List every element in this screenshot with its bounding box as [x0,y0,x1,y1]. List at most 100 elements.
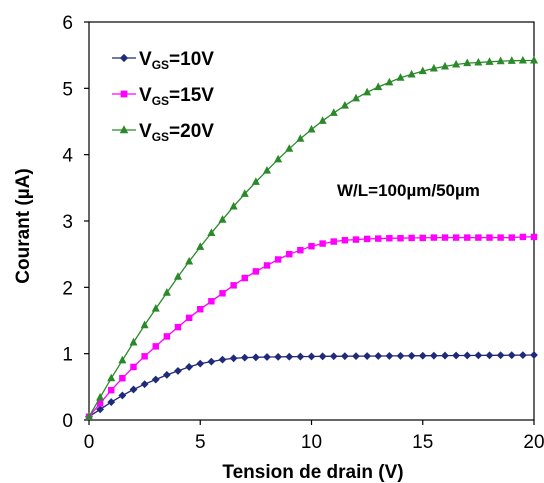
data-point [219,290,226,297]
data-point [129,385,138,394]
y-tick-label: 6 [62,13,73,34]
data-point [208,298,215,305]
series-1 [85,351,538,421]
data-point [240,353,249,362]
data-point [363,352,372,360]
data-point [452,234,460,241]
legend-label: VGS=10V [139,49,214,72]
data-point [330,238,337,245]
data-point [397,235,404,242]
legend-label: VGS=15V [139,85,214,108]
data-point [508,234,515,241]
data-point [274,352,283,361]
data-point [441,351,449,360]
series-line [88,236,534,418]
data-point [263,353,271,361]
data-point [385,77,394,86]
data-point [429,351,438,360]
data-point [351,93,361,102]
data-point [507,56,516,64]
data-point [496,56,505,65]
data-point [108,386,115,394]
data-point [375,235,382,242]
legend-entry-2: VGS=15V [112,85,214,108]
data-point [229,201,238,210]
data-point [218,355,227,364]
data-point [318,116,327,124]
data-point [118,355,127,364]
data-point [230,282,237,289]
data-point [507,351,516,360]
series-2 [85,233,538,420]
data-point [241,274,248,282]
data-point [386,235,393,242]
data-point [140,320,149,329]
data-point [251,353,260,362]
legend-entry-1: VGS=10V [112,49,214,72]
data-point [430,234,438,241]
data-point [263,262,271,269]
y-tick-label: 0 [62,411,73,432]
data-point [463,351,472,360]
legend: VGS=10V VGS=15V VGS=20V [112,49,214,144]
data-point [151,303,160,312]
data-point [285,144,294,152]
data-point [497,234,504,241]
data-point [419,234,426,242]
data-point [363,235,371,243]
data-point [385,352,394,360]
data-point [129,337,138,346]
y-tick-label: 3 [62,212,73,233]
data-point [452,351,461,360]
data-point [296,352,305,361]
data-point [151,375,160,384]
data-point [463,58,472,67]
y-tick-label: 1 [62,345,73,366]
x-tick-label: 5 [195,432,206,453]
data-point [363,87,372,96]
data-point [418,66,427,75]
data-point [530,233,538,241]
x-tick-label: 0 [84,432,95,453]
data-point [207,357,216,366]
data-point [286,250,293,258]
data-point [163,333,171,340]
data-point [140,380,149,389]
data-point [118,391,127,400]
data-point [408,234,415,242]
data-point [240,189,249,197]
data-point [130,363,137,371]
data-point [274,256,282,263]
data-point [329,352,338,361]
y-tick-label: 2 [62,278,73,299]
data-point [485,351,494,360]
data-point [486,234,493,241]
data-point [107,373,116,382]
legend-entry-3: VGS=20V [112,121,214,144]
x-tick-label: 20 [523,432,544,453]
data-point [407,351,416,360]
series-line [88,354,535,418]
data-point [340,100,349,109]
data-point [529,55,539,64]
data-point [229,354,238,363]
data-point [107,398,116,406]
axes: 0 1 2 3 4 5 6 0 5 10 15 20 [62,13,544,453]
y-tick-label: 5 [62,79,73,100]
data-point [84,412,94,420]
data-point [296,134,305,142]
data-point [162,370,171,379]
data-point [307,352,316,361]
data-point [119,374,126,382]
data-point [429,63,438,72]
data-point [319,240,326,247]
data-point [308,242,315,250]
x-axis-title: Tension de drain (V) [222,462,403,483]
legend-marker [119,53,129,63]
data-point [297,246,304,254]
y-axis-title: Courant (µA) [13,168,34,283]
data-point [207,228,216,236]
data-point [396,73,405,81]
data-point [352,352,360,361]
data-point [329,108,338,116]
